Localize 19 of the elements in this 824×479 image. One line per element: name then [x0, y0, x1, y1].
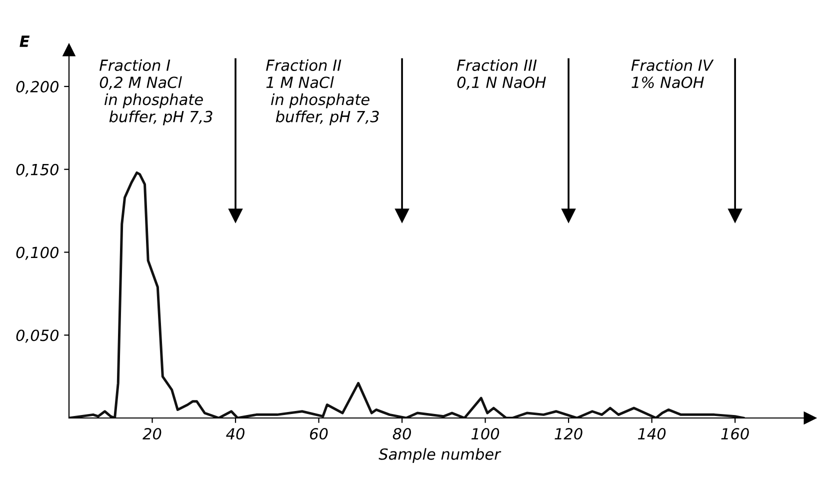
ref-line-label: Fraction III 0,1 N NaOH [456, 59, 546, 90]
x-tick-label: 160 [721, 428, 749, 440]
y-tick-label: 0,050 [16, 330, 59, 343]
x-axis-title: Sample number [378, 448, 502, 463]
x-tick-label: 60 [310, 428, 328, 440]
line-series [69, 171, 745, 418]
ref-line-label: Fraction IV 1% NaOH [631, 59, 714, 88]
y-tick-label: 0,100 [16, 246, 59, 260]
y-axis-title: E [20, 36, 30, 47]
x-tick-label: 100 [471, 428, 500, 440]
ref-line-label: Fraction II 1 M NaCl in phosphate buffer, pH 7,3 [266, 59, 379, 126]
x-tick-label: 80 [392, 428, 411, 440]
ref-line-label: Fraction I 0,2 M NaCl in phosphate buffer, pH 7,3 [100, 59, 212, 126]
x-tick-label: 140 [638, 428, 666, 440]
y-tick-label: 0,200 [16, 80, 59, 94]
x-tick-label: 40 [226, 428, 244, 440]
x-tick-label: 20 [142, 428, 162, 440]
y-tick-label: 0,150 [16, 164, 59, 177]
x-tick-label: 120 [554, 428, 582, 440]
